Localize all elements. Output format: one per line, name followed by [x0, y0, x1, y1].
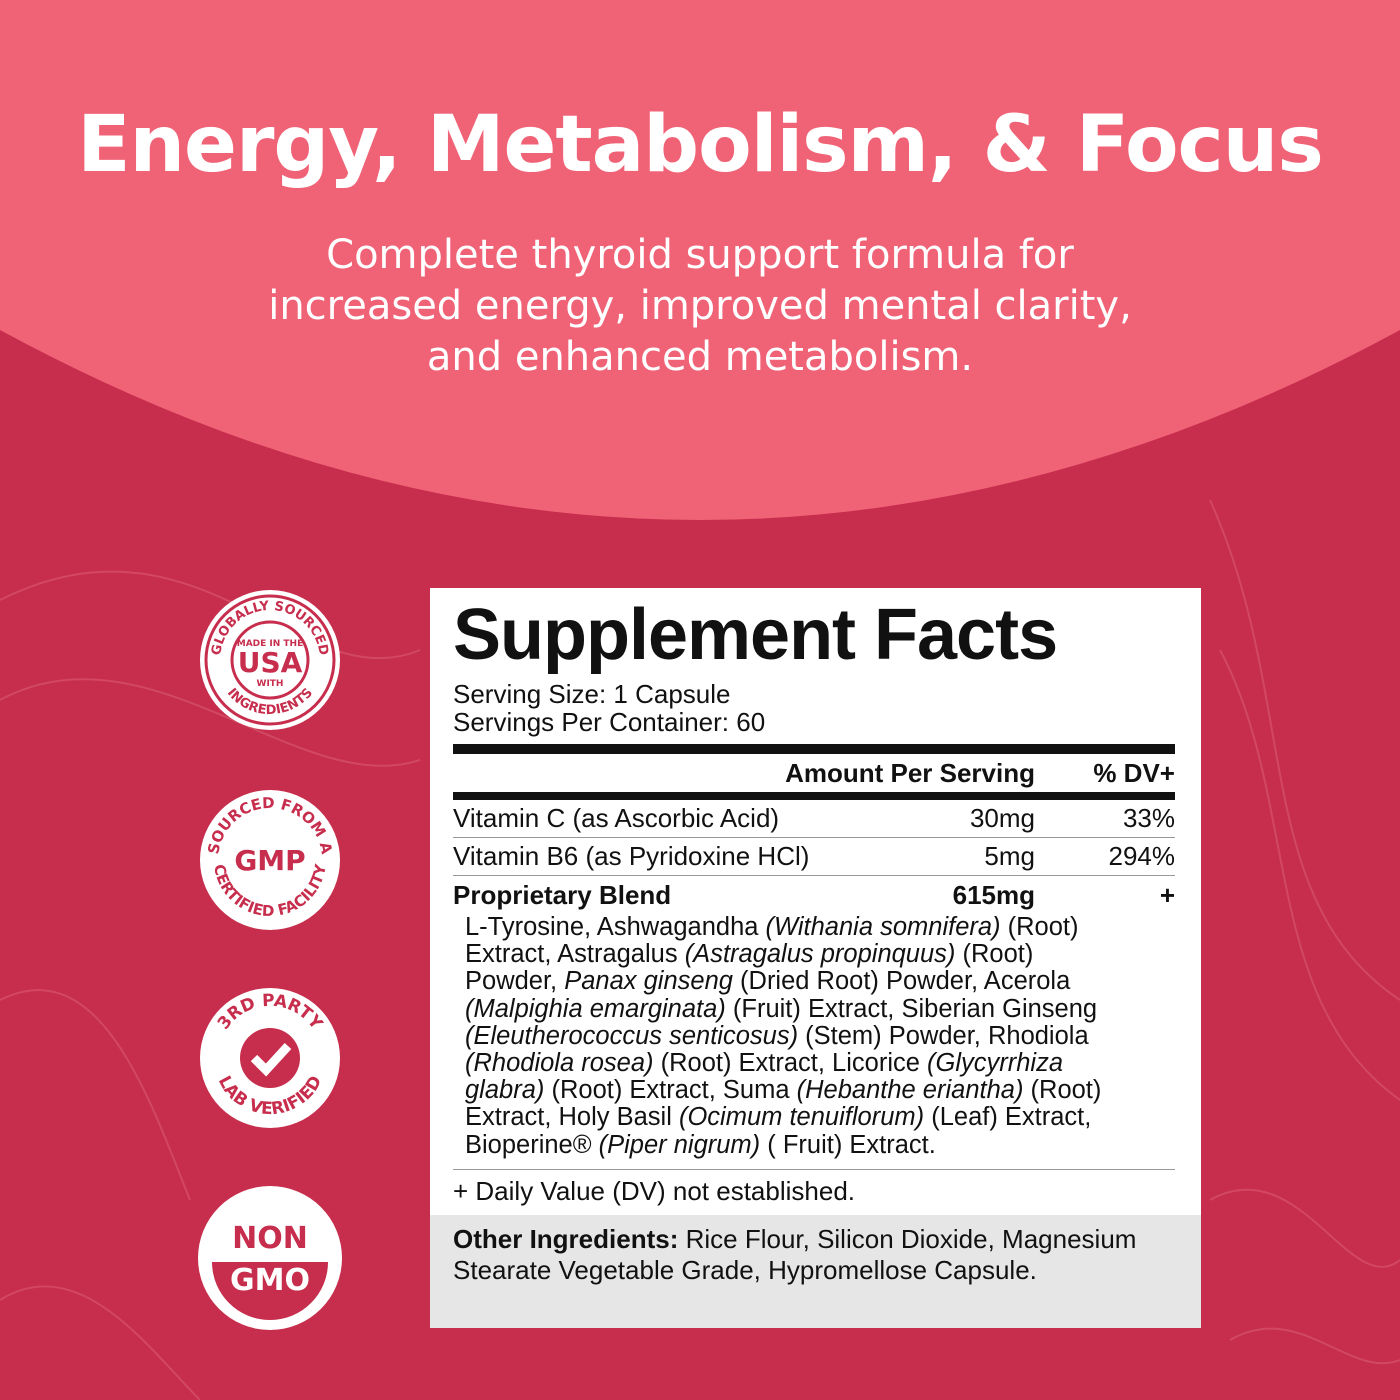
blend-text: Extract, Holy Basil [465, 1103, 679, 1132]
blend-text: (Root) [1023, 1076, 1102, 1105]
blend-line: (Malpighia emarginata) (Fruit) Extract, … [465, 994, 1175, 1023]
blend-amount: 615mg [952, 879, 1035, 910]
blend-line: Extract, Holy Basil (Ocimum tenuiflorum)… [465, 1104, 1175, 1131]
badge-text: GMP [234, 844, 305, 877]
blend-text: (Piper nigrum) [598, 1130, 761, 1159]
supplement-facts-panel: Supplement Facts Serving Size: 1 Capsule… [430, 588, 1201, 1328]
other-ingredients-text: Rice Flour, Silicon Dioxide, Magnesium S… [453, 1224, 1137, 1285]
header-banner [0, 0, 1400, 520]
page-title: Energy, Metabolism, & Focus [77, 100, 1324, 190]
blend-text: (Root) Extract, Suma [544, 1076, 797, 1105]
servings-per-container: Servings Per Container: 60 [453, 707, 766, 737]
serving-size: Serving Size: 1 Capsule [453, 679, 731, 709]
blend-line: L-Tyrosine, Ashwagandha (Withania somnif… [465, 913, 1175, 941]
blend-line: (Rhodiola rosea) (Root) Extract, Licoric… [465, 1049, 1175, 1078]
blend-text: (Malpighia emarginata) [465, 994, 726, 1023]
subtitle-line: Complete thyroid support formula for [326, 232, 1074, 278]
gmp-certified-badge: SOURCED FROM A CERTIFIED FACILITY GMP [200, 790, 340, 930]
nutrient-row: Vitamin C (as Ascorbic Acid) 30mg 33% [453, 800, 1175, 838]
blend-ingredients: L-Tyrosine, Ashwagandha (Withania somnif… [453, 913, 1175, 1170]
checkmark-icon [250, 1042, 292, 1077]
badge-text: NON [232, 1221, 308, 1256]
nutrient-name: Vitamin B6 (as Pyridoxine HCl) [453, 841, 810, 871]
blend-dv: + [1159, 879, 1175, 910]
blend-text: glabra) [465, 1076, 545, 1105]
blend-text: (Glycyrrhiza [927, 1049, 1064, 1078]
badge-text: USA [238, 646, 303, 679]
nutrient-row: Vitamin B6 (as Pyridoxine HCl) 5mg 294% [453, 838, 1175, 876]
blend-line: (Eleutherococcus senticosus) (Stem) Powd… [465, 1021, 1175, 1050]
blend-text: (Fruit) Extract, Siberian Ginseng [725, 994, 1098, 1023]
blend-text: L-Tyrosine, Ashwagandha [465, 913, 766, 941]
other-ingredients: Other Ingredients: Rice Flour, Silicon D… [430, 1215, 1201, 1328]
badge-text: WITH [257, 679, 284, 689]
facts-title: Supplement Facts [453, 595, 1058, 675]
blend-text: (Withania somnifera) [765, 913, 1001, 941]
badge-text: GMO [230, 1263, 310, 1298]
blend-text: (Leaf) Extract, [924, 1103, 1092, 1132]
dv-header: % DV+ [1093, 757, 1175, 788]
blend-text: (Hebanthe eriantha) [796, 1076, 1024, 1105]
blend-line: glabra) (Root) Extract, Suma (Hebanthe e… [465, 1077, 1175, 1104]
blend-row: Proprietary Blend 615mg + [453, 876, 1175, 914]
blend-text: (Eleutherococcus senticosus) [465, 1021, 799, 1050]
subtitle-line: increased energy, improved mental clarit… [268, 283, 1132, 329]
nutrient-name: Vitamin C (as Ascorbic Acid) [453, 803, 780, 833]
made-in-usa-badge: GLOBALLY SOURCED INGREDIENTS MADE IN THE… [200, 590, 340, 730]
blend-text: (Rhodiola rosea) [465, 1049, 654, 1078]
serving-info: Serving Size: 1 Capsule Servings Per Con… [453, 680, 1175, 736]
nutrient-dv: 33% [1122, 803, 1175, 833]
subtitle: Complete thyroid support formula for inc… [200, 230, 1200, 383]
blend-text: (Root) [1000, 913, 1079, 941]
blend-text: (Stem) Powder, Rhodiola [798, 1021, 1089, 1050]
nutrient-dv: 294% [1108, 841, 1176, 871]
amount-header: Amount Per Serving [785, 757, 1035, 788]
footnote: + Daily Value (DV) not established. [453, 1175, 855, 1206]
header-row: Amount Per Serving % DV+ [453, 754, 1175, 792]
blend-text: (Ocimum tenuiflorum) [678, 1103, 925, 1132]
blend-text: (Root) Extract, Licorice [653, 1049, 928, 1078]
divider [453, 792, 1175, 800]
blend-line: Powder, Panax ginseng (Dried Root) Powde… [465, 968, 1175, 995]
other-ingredients-label: Other Ingredients: [453, 1224, 679, 1254]
blend-text: (Astragalus propinquus) [684, 940, 956, 969]
blend-text: Bioperine® [465, 1130, 599, 1159]
blend-name: Proprietary Blend [453, 879, 672, 910]
blend-text: (Root) [955, 940, 1034, 969]
badge-text: MADE IN THE [237, 639, 304, 649]
subtitle-line: and enhanced metabolism. [426, 334, 974, 380]
nutrient-amount: 30mg [969, 803, 1035, 833]
blend-line: Bioperine® (Piper nigrum) ( Fruit) Extra… [465, 1130, 1175, 1159]
blend-text: ( Fruit) Extract. [760, 1130, 936, 1159]
blend-text: Extract, Astragalus [465, 940, 685, 969]
third-party-lab-verified-badge: 3RD PARTY LAB VERIFIED [200, 988, 340, 1128]
blend-text: Powder, [465, 967, 565, 996]
non-gmo-badge: NON GMO [198, 1186, 342, 1330]
blend-text: (Dried Root) Powder, Acerola [732, 967, 1071, 996]
nutrient-amount: 5mg [984, 841, 1035, 871]
blend-text: Panax ginseng [564, 967, 733, 996]
facts-table: Amount Per Serving % DV+ Vitamin C (as As… [453, 744, 1175, 1207]
blend-line: Extract, Astragalus (Astragalus propinqu… [465, 941, 1175, 968]
divider [453, 744, 1175, 754]
